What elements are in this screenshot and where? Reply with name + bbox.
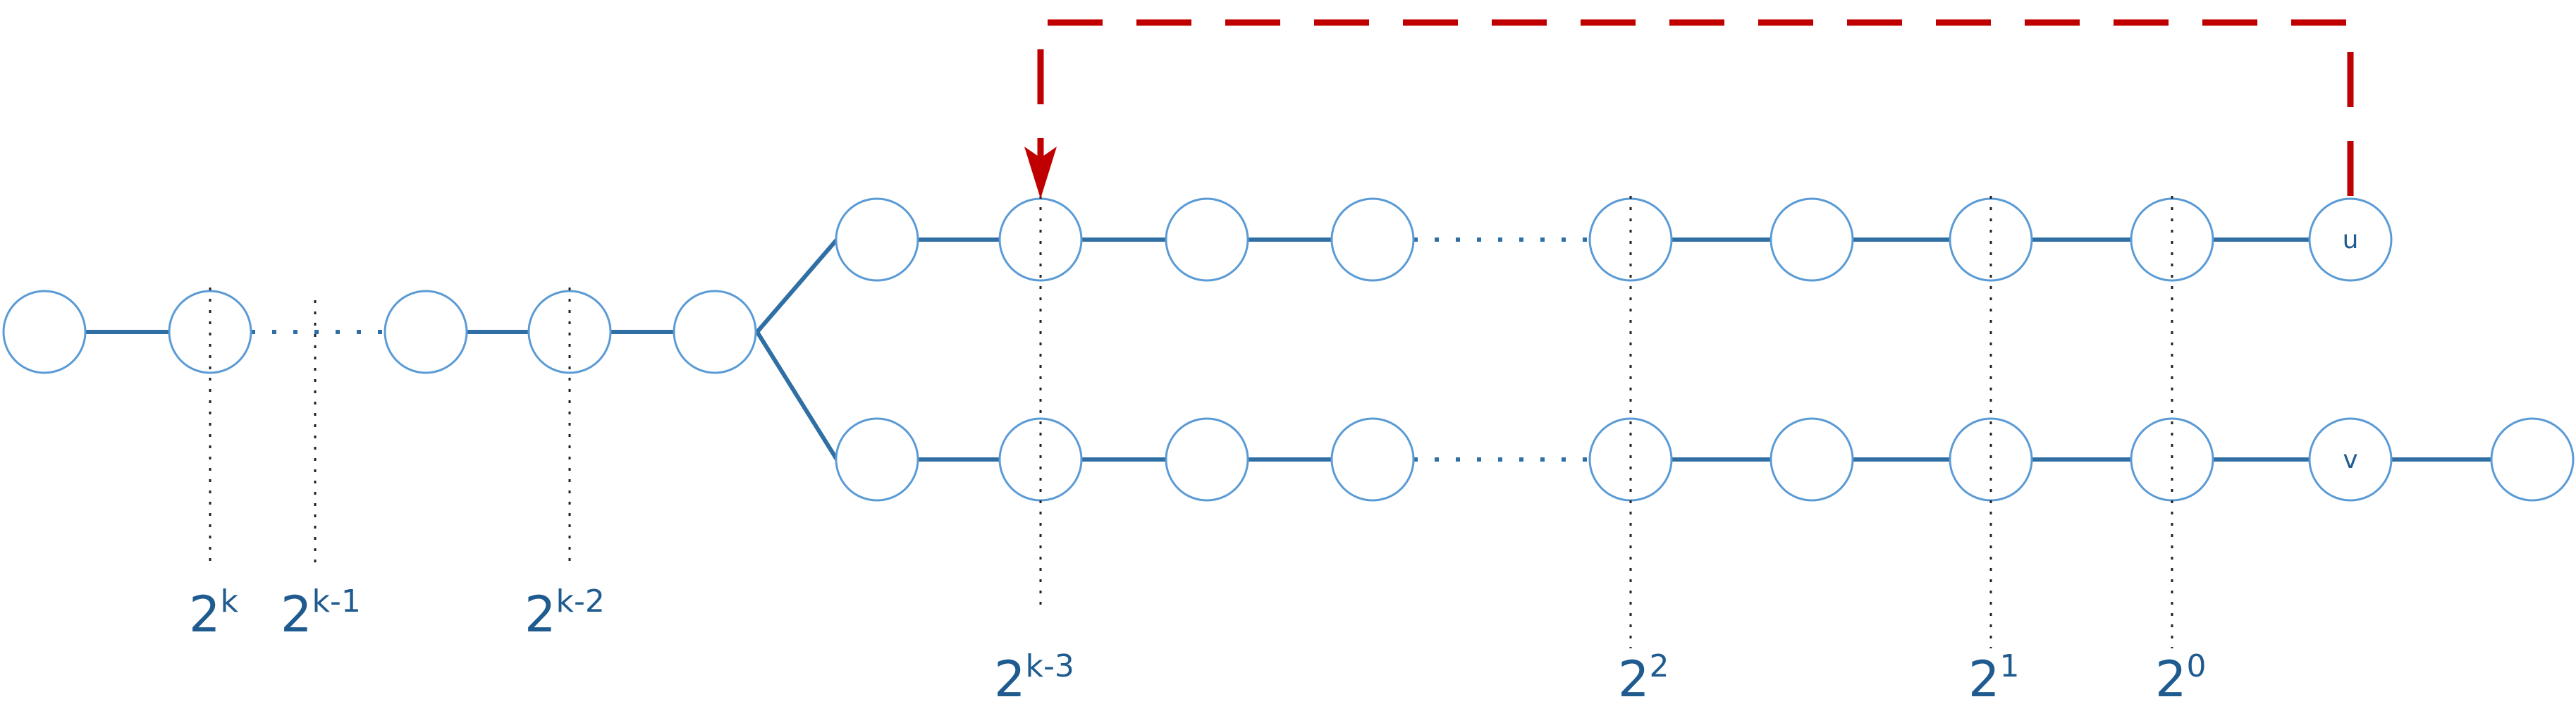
power-label-20: 20 — [2155, 648, 2207, 708]
left-path-edges — [85, 238, 839, 461]
power-label-22: 22 — [1618, 648, 1669, 708]
power-label-2k-3: 2k-3 — [994, 648, 1074, 708]
arrowhead-icon — [1024, 147, 1057, 199]
node — [1949, 417, 2033, 502]
back-edge-line — [1037, 19, 2354, 196]
node-u — [2308, 197, 2393, 282]
node — [2130, 197, 2214, 282]
node — [2490, 417, 2575, 502]
node — [1770, 417, 1854, 502]
node — [384, 290, 468, 374]
branch-edge-lower — [755, 331, 839, 461]
node — [1588, 417, 1673, 502]
node — [1949, 197, 2033, 282]
node — [998, 417, 1083, 502]
power-labels: 2k 2k-1 2k-2 2k-3 22 21 20 — [189, 584, 2207, 708]
node — [1330, 417, 1415, 502]
node — [835, 197, 919, 282]
node — [998, 197, 1083, 282]
node-label-u: u — [2343, 226, 2359, 254]
node — [2130, 417, 2214, 502]
upper-path-nodes — [835, 197, 2393, 282]
node — [1588, 197, 1673, 282]
branch-edge-upper — [755, 238, 839, 333]
node — [673, 290, 757, 374]
node — [1770, 197, 1854, 282]
node — [168, 290, 252, 374]
left-path-nodes — [2, 290, 757, 374]
node — [2, 290, 87, 374]
node-v — [2308, 417, 2393, 502]
node — [1330, 197, 1415, 282]
node — [527, 290, 612, 374]
power-label-21: 21 — [1968, 648, 2020, 708]
guide-lines — [209, 196, 2173, 648]
node — [1165, 417, 1249, 502]
node — [835, 417, 919, 502]
lower-path-nodes — [835, 417, 2575, 502]
power-label-2k: 2k — [189, 584, 239, 643]
power-label-2k-1: 2k-1 — [281, 584, 361, 643]
node-label-v: v — [2343, 445, 2357, 474]
power-label-2k-2: 2k-2 — [525, 584, 605, 643]
back-edge — [1024, 19, 2354, 199]
node — [1165, 197, 1249, 282]
